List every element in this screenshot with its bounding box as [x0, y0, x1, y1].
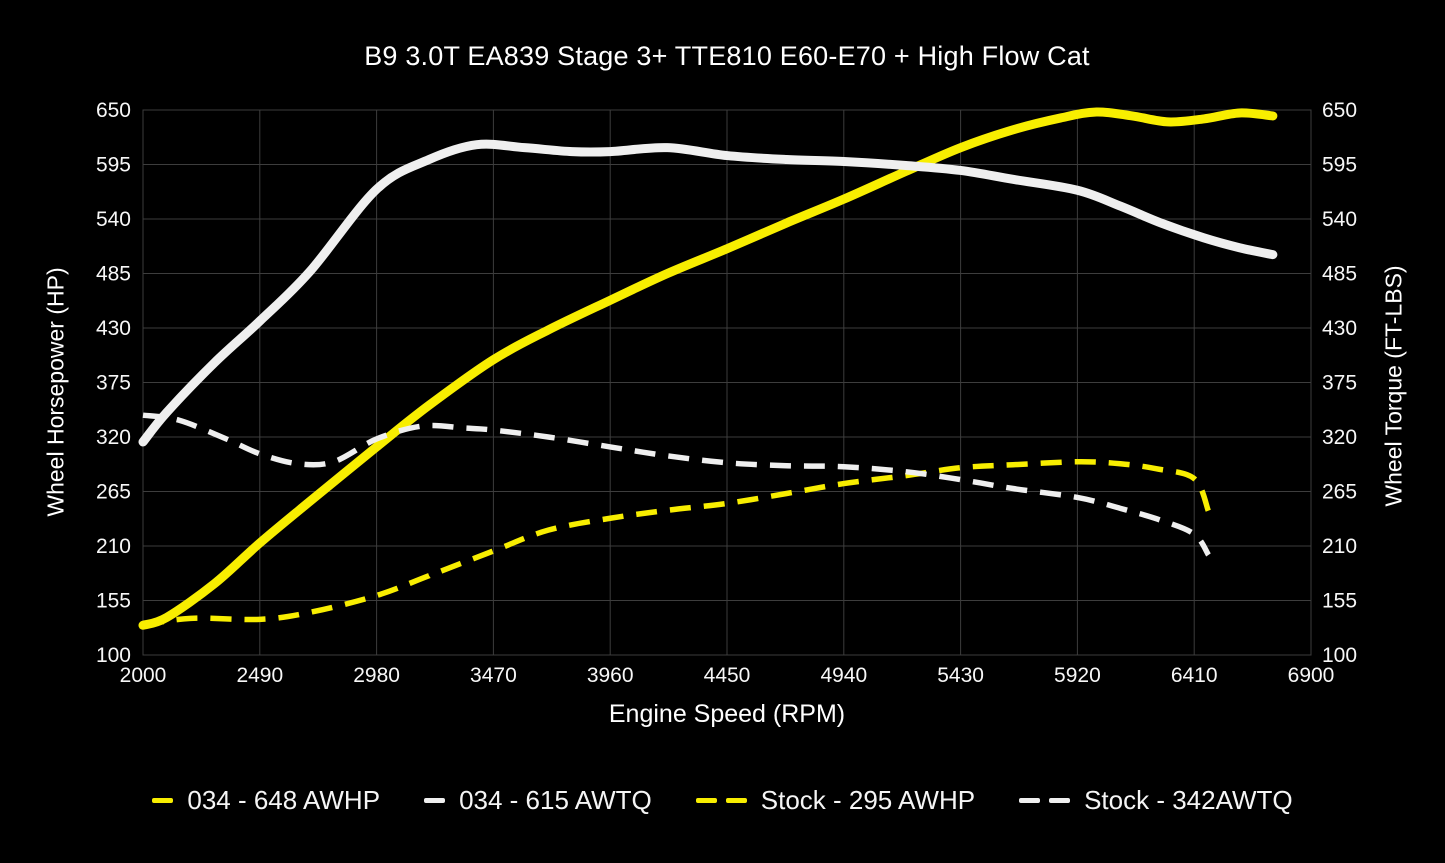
legend-item-stock-hp: Stock - 295 AWHP	[695, 785, 976, 816]
svg-text:2000: 2000	[120, 664, 167, 687]
svg-text:4940: 4940	[820, 664, 867, 687]
svg-text:430: 430	[1322, 317, 1357, 340]
svg-text:3960: 3960	[587, 664, 634, 687]
svg-text:2980: 2980	[353, 664, 400, 687]
legend: 034 - 648 AWHP 034 - 615 AWTQ Stock - 29…	[0, 785, 1445, 816]
x-axis-label: Engine Speed (RPM)	[608, 700, 846, 728]
dashed-white-line-icon	[1019, 798, 1071, 803]
svg-text:595: 595	[96, 154, 131, 177]
svg-text:265: 265	[1322, 481, 1357, 504]
svg-text:5430: 5430	[937, 664, 984, 687]
svg-text:430: 430	[96, 317, 131, 340]
solid-white-line-icon	[424, 798, 446, 803]
svg-text:155: 155	[1322, 590, 1357, 613]
svg-text:100: 100	[1322, 644, 1357, 667]
svg-text:595: 595	[1322, 154, 1357, 177]
svg-text:540: 540	[96, 208, 131, 231]
svg-text:375: 375	[1322, 372, 1357, 395]
svg-text:3470: 3470	[470, 664, 517, 687]
svg-text:155: 155	[96, 590, 131, 613]
dashed-yellow-line-icon	[695, 798, 747, 803]
svg-text:375: 375	[96, 372, 131, 395]
svg-text:650: 650	[1322, 99, 1357, 122]
legend-label-stock-tq: Stock - 342AWTQ	[1084, 785, 1293, 815]
svg-text:100: 100	[96, 644, 131, 667]
svg-text:2490: 2490	[236, 664, 283, 687]
legend-label-tuned-tq: 034 - 615 AWTQ	[459, 785, 652, 815]
legend-item-tuned-hp: 034 - 648 AWHP	[152, 785, 380, 816]
solid-yellow-line-icon	[152, 798, 174, 803]
svg-text:6410: 6410	[1171, 664, 1218, 687]
svg-text:540: 540	[1322, 208, 1357, 231]
svg-text:6900: 6900	[1288, 664, 1335, 687]
svg-text:5920: 5920	[1054, 664, 1101, 687]
legend-label-stock-hp: Stock - 295 AWHP	[760, 785, 976, 815]
legend-item-stock-tq: Stock - 342AWTQ	[1019, 785, 1293, 816]
svg-text:650: 650	[96, 99, 131, 122]
chart-title: B9 3.0T EA839 Stage 3+ TTE810 E60-E70 + …	[364, 41, 1090, 71]
svg-text:265: 265	[96, 481, 131, 504]
legend-label-tuned-hp: 034 - 648 AWHP	[187, 785, 381, 815]
svg-text:485: 485	[96, 263, 131, 286]
svg-text:485: 485	[1322, 263, 1357, 286]
svg-text:320: 320	[96, 426, 131, 449]
legend-item-tuned-tq: 034 - 615 AWTQ	[424, 785, 652, 816]
svg-text:210: 210	[96, 535, 131, 558]
svg-text:320: 320	[1322, 426, 1357, 449]
svg-text:4450: 4450	[704, 664, 751, 687]
svg-text:210: 210	[1322, 535, 1357, 558]
